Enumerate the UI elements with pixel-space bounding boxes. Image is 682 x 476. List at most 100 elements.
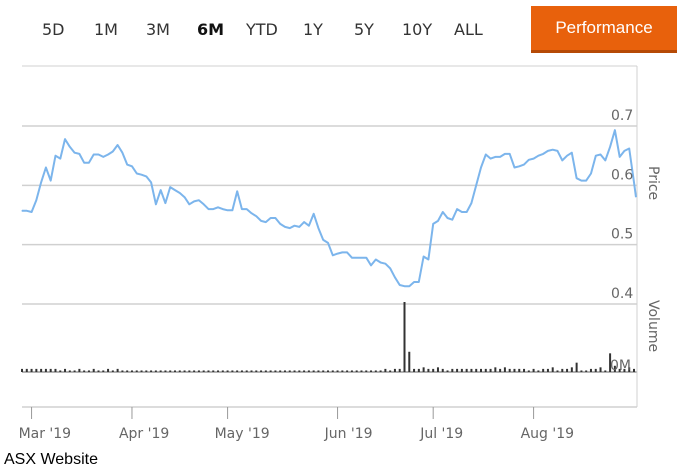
volume-bar [135,370,138,372]
volume-bar [250,370,253,372]
volume-bar [374,370,377,372]
volume-bar [551,367,554,372]
volume-bar [317,370,320,372]
range-tab-all[interactable]: ALL [454,20,483,39]
volume-bar [403,302,406,372]
volume-bar [384,368,387,372]
price-point [160,189,162,191]
volume-bar [537,370,540,372]
price-point [274,217,277,219]
price-point [432,223,434,225]
range-tab-1y[interactable]: 1Y [303,20,323,39]
range-tab-6m[interactable]: 6M [197,20,225,39]
price-point [140,174,143,176]
price-point [21,210,23,212]
price-point [226,209,229,211]
price-point [88,162,90,164]
volume-bar [589,368,592,372]
range-tab-5y[interactable]: 5Y [354,20,374,39]
price-point [470,202,473,204]
x-tick-label: May '19 [215,426,270,442]
price-point [585,179,587,182]
volume-bar [427,368,430,372]
price-point [293,225,296,227]
y-tick-label: 0.7 [611,108,633,124]
price-point [418,281,420,283]
price-point [394,276,396,278]
price-point [270,217,272,219]
price-point [609,146,611,148]
volume-bar [35,368,38,372]
volume-bar [327,370,329,372]
x-tick-label: Jun '19 [324,426,373,442]
price-point [112,150,114,153]
volume-bar [322,370,325,372]
price-point [336,252,339,255]
price-point [628,147,630,150]
volume-bar [188,370,191,372]
price-point [542,153,544,155]
volume-bar [78,368,81,372]
price-point [327,242,329,244]
volume-bar [312,370,315,372]
volume-bar [585,370,588,372]
price-point [102,156,104,158]
price-point [413,281,415,283]
volume-bar [432,368,435,372]
price-point [356,257,358,259]
volume-bar [599,367,602,372]
performance-button[interactable]: Performance [531,6,677,53]
volume-bar [25,368,28,372]
price-point [403,285,406,287]
range-tab-3m[interactable]: 3M [146,20,170,39]
volume-bar [59,370,62,372]
volume-bar [178,370,181,372]
price-point [370,264,372,267]
price-point [375,258,377,261]
price-series [21,129,637,288]
price-point [494,156,496,158]
price-point [193,200,195,202]
price-point [456,208,458,210]
range-tab-10y[interactable]: 10Y [402,20,433,39]
price-point [423,255,425,258]
volume-bar [307,370,310,372]
price-point [623,150,626,152]
x-tick-label: Mar '19 [19,426,72,442]
volume-bar [207,370,210,372]
price-point [442,211,444,213]
volume-bar [417,368,420,372]
price-point [513,166,516,169]
volume-bar [92,368,95,372]
volume-bar [130,370,133,372]
price-point [174,189,176,191]
price-point [466,211,468,213]
volume-bar [341,370,344,372]
volume-bar [293,370,296,372]
volume-bar [393,368,396,372]
price-line [22,129,637,288]
x-tick-label: Jul '19 [419,426,463,442]
range-tab-5d[interactable]: 5D [42,20,65,39]
price-point [236,190,238,192]
price-point [246,208,248,210]
volume-bar [44,368,47,372]
price-point [217,206,219,208]
volume-bar [580,370,583,372]
price-point [203,203,205,205]
price-point [532,158,535,160]
volume-bar [111,370,114,372]
range-tab-1m[interactable]: 1M [94,20,118,39]
price-point [183,196,186,198]
price-point [78,153,80,155]
y-tick-label: 0.5 [611,227,633,243]
range-tab-ytd[interactable]: YTD [246,20,278,39]
price-point [83,162,85,164]
volume-bar [398,368,401,372]
volume-bar [518,368,521,372]
price-point [509,153,511,155]
price-point [107,153,109,156]
price-point [547,150,549,152]
volume-bar [594,368,597,372]
volume-bar [197,370,200,372]
